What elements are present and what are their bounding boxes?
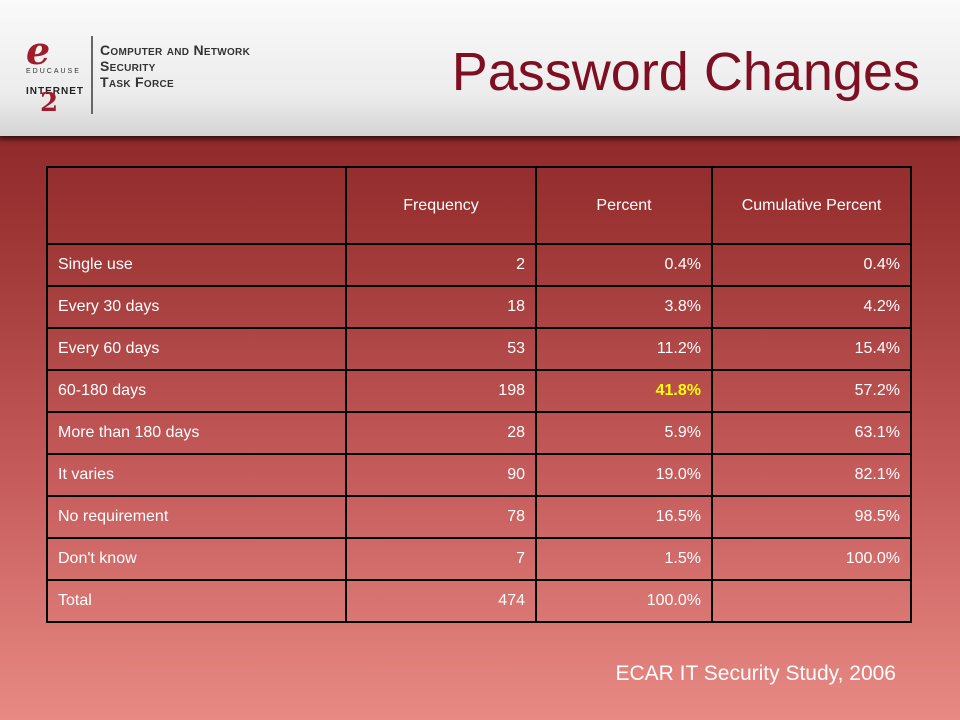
row-cumulative: 57.2% (711, 369, 912, 413)
row-frequency: 78 (345, 495, 537, 539)
row-percent: 11.2% (535, 327, 713, 371)
table-row: It varies 90 19.0% 82.1% (46, 453, 912, 497)
table-row: No requirement 78 16.5% 98.5% (46, 495, 912, 539)
logo-line-3: Task Force (100, 74, 174, 90)
row-label: 60-180 days (46, 369, 347, 413)
header-cell-frequency: Frequency (345, 166, 537, 245)
table-header-row: Frequency Percent Cumulative Percent (46, 166, 912, 245)
row-frequency: 474 (345, 579, 537, 623)
table-row: 60-180 days 198 41.8% 57.2% (46, 369, 912, 413)
logo-line-2: Security (100, 58, 156, 74)
row-frequency: 198 (345, 369, 537, 413)
header-cell-cumulative: Cumulative Percent (711, 166, 912, 245)
row-label: Every 30 days (46, 285, 347, 329)
password-changes-table: Frequency Percent Cumulative Percent Sin… (46, 166, 912, 623)
row-percent: 1.5% (535, 537, 713, 581)
header-cell-blank (46, 166, 347, 245)
table-row: Don't know 7 1.5% 100.0% (46, 537, 912, 581)
source-citation: ECAR IT Security Study, 2006 (615, 662, 896, 685)
row-cumulative: 100.0% (711, 537, 912, 581)
table-row: Every 30 days 18 3.8% 4.2% (46, 285, 912, 329)
internet2-wordmark: INTERNET (26, 86, 84, 97)
table-row-total: Total 474 100.0% (46, 579, 912, 623)
task-force-name: Computer and Network Security Task Force (100, 42, 250, 90)
row-percent: 16.5% (535, 495, 713, 539)
row-cumulative: 82.1% (711, 453, 912, 497)
logo-divider (91, 36, 93, 114)
row-cumulative: 0.4% (711, 243, 912, 287)
row-cumulative: 63.1% (711, 411, 912, 455)
row-frequency: 18 (345, 285, 537, 329)
row-frequency: 7 (345, 537, 537, 581)
row-label: No requirement (46, 495, 347, 539)
header-shadow (0, 136, 960, 142)
header-cell-percent: Percent (535, 166, 713, 245)
row-label: It varies (46, 453, 347, 497)
logo-line-1: Computer and Network (100, 42, 251, 58)
internet2-numeral: 2 (40, 88, 59, 118)
row-cumulative (711, 579, 912, 623)
row-label: Every 60 days (46, 327, 347, 371)
row-percent-highlighted: 41.8% (535, 369, 713, 413)
row-frequency: 28 (345, 411, 537, 455)
row-cumulative: 98.5% (711, 495, 912, 539)
table-row: Every 60 days 53 11.2% 15.4% (46, 327, 912, 371)
row-frequency: 90 (345, 453, 537, 497)
row-percent: 0.4% (535, 243, 713, 287)
row-percent: 100.0% (535, 579, 713, 623)
header-banner: e EDUCAUSE INTERNET 2 Computer and Netwo… (0, 0, 960, 136)
row-frequency: 2 (345, 243, 537, 287)
educause-e-logo: e (26, 28, 51, 73)
row-cumulative: 15.4% (711, 327, 912, 371)
row-percent: 19.0% (535, 453, 713, 497)
row-cumulative: 4.2% (711, 285, 912, 329)
slide-title: Password Changes (451, 42, 920, 102)
task-force-logo: e EDUCAUSE INTERNET 2 Computer and Netwo… (20, 32, 260, 118)
educause-wordmark: EDUCAUSE (26, 68, 81, 75)
row-label: Total (46, 579, 347, 623)
table-row: Single use 2 0.4% 0.4% (46, 243, 912, 287)
row-label: Single use (46, 243, 347, 287)
row-frequency: 53 (345, 327, 537, 371)
row-percent: 5.9% (535, 411, 713, 455)
row-percent: 3.8% (535, 285, 713, 329)
row-label: Don't know (46, 537, 347, 581)
table-row: More than 180 days 28 5.9% 63.1% (46, 411, 912, 455)
row-label: More than 180 days (46, 411, 347, 455)
